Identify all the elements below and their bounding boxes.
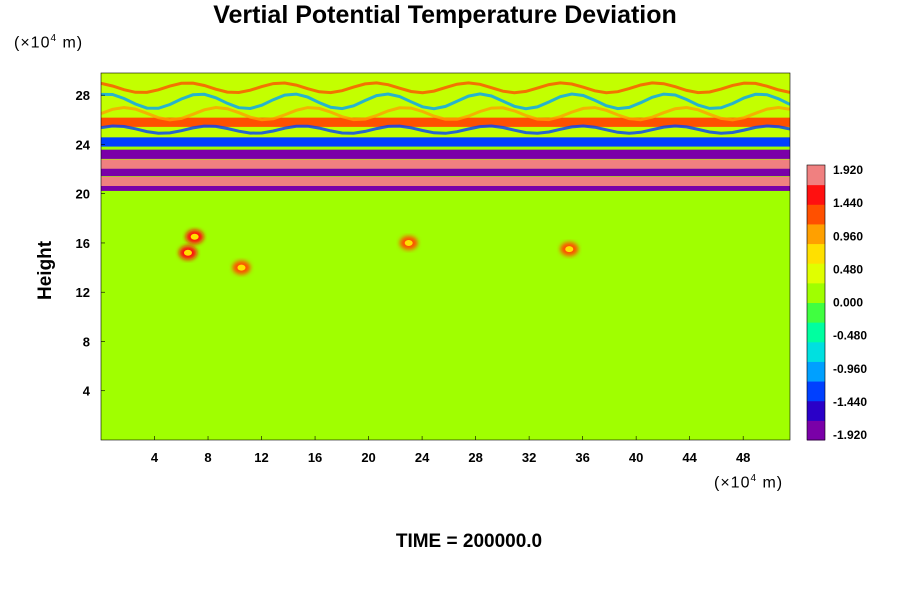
band (101, 159, 790, 169)
x-tick: 36 (575, 436, 590, 465)
x-unit-suffix: m) (757, 474, 784, 492)
colorbar-step (807, 165, 825, 186)
x-unit-exponent: 4 (750, 473, 758, 484)
colorbar-label: -0.960 (833, 362, 867, 376)
y-tick: 24 (76, 137, 105, 152)
y-tick: 12 (76, 285, 105, 300)
chart-title: Vertial Potential Temperature Deviation (213, 1, 677, 29)
plot-frame (100, 72, 791, 441)
x-tick-label: 16 (308, 450, 322, 465)
hot-spot-core (190, 233, 199, 240)
x-axis: 4 8 12 16 20 24 28 32 36 40 44 48 (151, 436, 750, 465)
x-tick: 28 (468, 436, 483, 465)
wave (101, 92, 790, 111)
colorbar-step (807, 381, 825, 402)
y-tick-label: 20 (76, 187, 90, 202)
x-tick: 48 (736, 436, 750, 465)
x-tick-label: 20 (361, 450, 375, 465)
x-tick: 8 (204, 436, 212, 465)
band (101, 137, 790, 147)
x-tick-label: 44 (682, 450, 697, 465)
colorbar-frame (806, 164, 826, 441)
colorbar-label: -0.480 (833, 329, 867, 343)
colorbar-label: -1.920 (833, 428, 867, 442)
y-tick-label: 28 (76, 88, 90, 103)
colorbar-step (807, 282, 825, 303)
x-tick-label: 8 (204, 450, 211, 465)
colorbar-label: 0.000 (833, 296, 863, 310)
colorbar-label: 0.960 (833, 229, 863, 243)
wave (101, 81, 790, 95)
colorbar-step (807, 302, 825, 323)
hot-spot-core (565, 246, 574, 253)
y-unit-suffix: m) (57, 34, 84, 52)
x-tick-label: 36 (575, 450, 589, 465)
y-tick-label: 12 (76, 285, 90, 300)
colorbar-step (807, 341, 825, 362)
colorbar-step (807, 322, 825, 343)
hot-spot-core (404, 239, 413, 246)
x-tick-label: 4 (151, 450, 159, 465)
heatmap-field (101, 73, 790, 440)
wave (101, 105, 790, 122)
band (101, 176, 790, 186)
band (101, 149, 790, 159)
y-tick: 20 (76, 187, 105, 202)
time-label: TIME = 200000.0 (395, 531, 543, 552)
band (101, 166, 790, 177)
y-unit-prefix: (×10 (14, 34, 51, 52)
x-tick-label: 32 (522, 450, 536, 465)
x-tick: 4 (151, 436, 159, 465)
x-tick: 40 (629, 436, 643, 465)
x-tick-label: 40 (629, 450, 643, 465)
colorbar-step (807, 223, 825, 245)
wave (101, 124, 790, 135)
colorbar-step (807, 204, 825, 225)
y-tick: 28 (76, 88, 105, 103)
colorbar-label: 1.920 (833, 163, 863, 177)
band (101, 117, 790, 127)
colorbar-step (807, 420, 825, 441)
colorbar-label: -1.440 (833, 395, 867, 409)
y-axis-unit: (×104 m) (14, 33, 83, 52)
x-tick: 32 (522, 436, 536, 465)
colorbar-label: 1.440 (833, 196, 863, 210)
x-tick-label: 24 (415, 450, 430, 465)
colorbar-label: 0.480 (833, 262, 863, 276)
y-tick: 4 (83, 384, 105, 399)
x-tick-label: 48 (736, 450, 750, 465)
x-unit-prefix: (×10 (714, 474, 751, 492)
x-tick: 24 (415, 436, 430, 465)
y-tick: 8 (83, 334, 105, 349)
x-tick: 12 (254, 436, 269, 465)
band (101, 181, 790, 191)
x-tick-label: 12 (254, 450, 268, 465)
colorbar-step (807, 361, 825, 382)
y-tick-label: 16 (76, 236, 90, 251)
y-tick-label: 24 (76, 137, 91, 152)
colorbar-step (807, 263, 825, 284)
colorbar-step (807, 184, 825, 205)
x-axis-unit: (×104 m) (714, 473, 783, 492)
y-axis: 4 8 12 16 20 24 28 (76, 88, 105, 399)
y-tick-label: 4 (83, 384, 91, 399)
hot-spot-core (237, 264, 246, 271)
x-tick: 20 (361, 436, 376, 465)
colorbar-step (807, 400, 825, 421)
colorbar-step (807, 243, 825, 264)
y-unit-exponent: 4 (50, 33, 58, 44)
field-lower-region (101, 316, 790, 440)
y-tick: 16 (76, 236, 105, 251)
colorbar: 1.920 1.440 0.960 0.480 0.000 -0.480 -0.960 -1.… (806, 163, 867, 442)
x-tick-label: 28 (468, 450, 482, 465)
x-tick: 44 (682, 436, 698, 465)
x-tick: 16 (308, 436, 322, 465)
hot-spot-core (183, 249, 192, 256)
y-tick-label: 8 (83, 334, 90, 349)
